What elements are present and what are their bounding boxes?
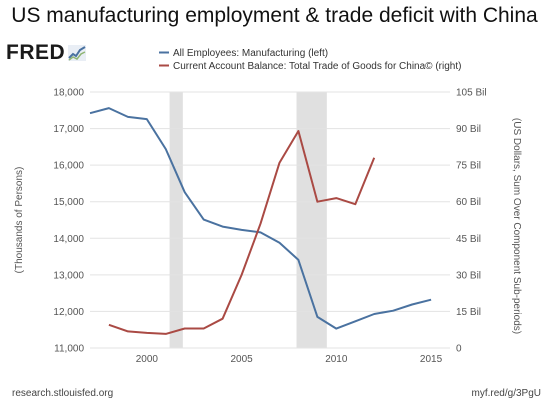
series-line-manufacturing [89, 107, 432, 330]
left-tick-label: 18,000 [53, 88, 84, 99]
left-tick-label: 16,000 [53, 161, 84, 172]
page-title: US manufacturing employment & trade defi… [11, 4, 538, 27]
axis-ticks: 11,000 12,000 13,000 14,000 15,000 16,000 17,0… [53, 88, 486, 366]
fred-logo[interactable]: FRED [6, 41, 87, 65]
right-tick-label: 0 [456, 344, 462, 355]
x-tick-label: 2015 [420, 354, 443, 365]
left-tick-label: 15,000 [53, 197, 84, 208]
right-tick-label: 60 Bil [456, 197, 481, 208]
x-tick-label: 2010 [325, 354, 348, 365]
left-tick-label: 14,000 [53, 234, 84, 245]
fred-logo-graph-icon [68, 45, 87, 61]
right-tick-label: 105 Bil [456, 88, 487, 99]
recession-band-1 [296, 92, 327, 348]
short-link[interactable]: myf.red/g/3PgU [471, 388, 541, 399]
left-tick-label: 12,000 [53, 307, 84, 318]
right-tick-label: 15 Bil [456, 307, 481, 318]
recession-band-0 [169, 92, 183, 348]
series-line-china-trade [108, 130, 376, 335]
x-tick-label: 2005 [230, 354, 253, 365]
grid-lines [90, 91, 450, 349]
left-tick-label: 13,000 [53, 270, 84, 281]
left-axis-title: (Thousands of Persons) [14, 167, 25, 274]
legend-label-1: Current Account Balance: Total Trade of … [173, 61, 461, 72]
recession-bands [169, 92, 327, 348]
legend-label-0: All Employees: Manufacturing (left) [173, 48, 328, 59]
right-axis-title: (US Dollars, Sum Over Component Sub-peri… [511, 118, 522, 334]
series-lines [89, 107, 432, 335]
right-tick-label: 75 Bil [456, 161, 481, 172]
left-tick-label: 17,000 [53, 124, 84, 135]
x-tick-label: 2000 [136, 354, 159, 365]
legend: All Employees: Manufacturing (left) Curre… [159, 48, 461, 72]
right-tick-label: 45 Bil [456, 234, 481, 245]
source-link[interactable]: research.stlouisfed.org [12, 388, 114, 399]
left-tick-label: 11,000 [54, 344, 84, 355]
fred-logo-text: FRED [6, 41, 66, 64]
right-tick-label: 30 Bil [456, 270, 481, 281]
right-tick-label: 90 Bil [456, 124, 481, 135]
